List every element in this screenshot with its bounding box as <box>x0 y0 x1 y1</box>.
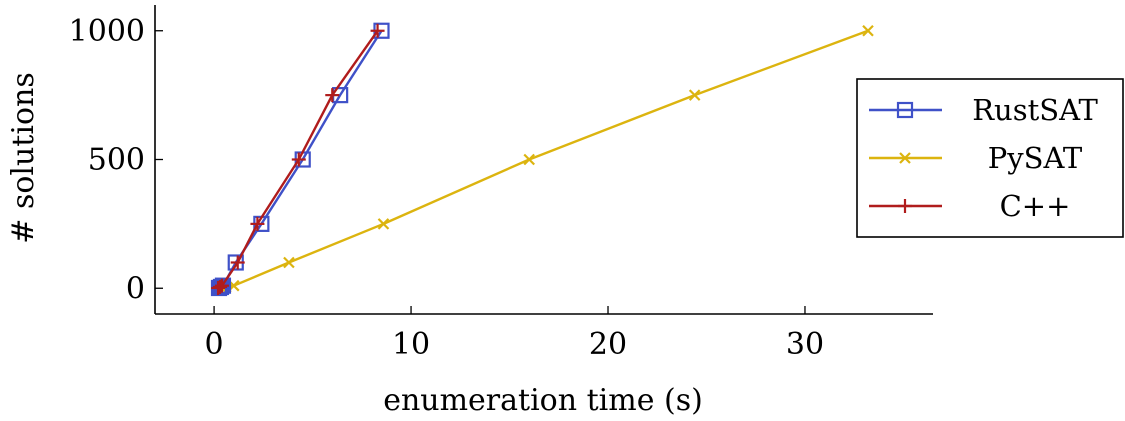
series-pysat <box>216 24 874 294</box>
data-point-pysat <box>862 24 874 37</box>
x-tick-label: 20 <box>589 327 627 362</box>
legend-entry-rustsat: RustSAT <box>869 93 1098 127</box>
x-tick-label: 10 <box>392 327 430 362</box>
data-point-c <box>212 279 227 294</box>
data-point-pysat <box>688 89 701 101</box>
data-point-pysat <box>523 153 536 166</box>
legend-marker <box>898 199 912 213</box>
legend-entry-c: C++ <box>869 189 1070 223</box>
data-point-c <box>214 278 229 293</box>
cross-stroke <box>377 218 390 230</box>
x-tick-label: 30 <box>786 327 824 362</box>
legend-marker <box>896 101 914 119</box>
y-tick-label: 1000 <box>69 14 145 49</box>
legend-label: PySAT <box>988 141 1083 175</box>
ticks: 0 10 20 30 0 500 1000 <box>69 14 824 362</box>
cross-stroke <box>688 89 701 101</box>
x-tick-label: 0 <box>205 327 224 362</box>
series-c <box>211 23 385 295</box>
data-point-c <box>250 216 265 231</box>
series-line-pysat <box>221 29 869 290</box>
y-axis-label: # solutions <box>6 72 41 243</box>
legend: RustSAT PySAT C++ <box>856 78 1124 238</box>
data-point-pysat <box>377 218 390 230</box>
x-axis-label: enumeration time (s) <box>383 383 703 418</box>
cross-stroke <box>899 152 911 164</box>
series-layer <box>210 22 874 297</box>
data-point-pysat <box>283 256 295 269</box>
legend-label: RustSAT <box>972 93 1098 127</box>
cross-stroke <box>862 24 874 37</box>
data-point-c <box>325 88 340 103</box>
y-tick-label: 0 <box>126 271 145 306</box>
data-point-c <box>291 152 306 167</box>
legend-entry-pysat: PySAT <box>869 141 1083 175</box>
y-tick-label: 500 <box>88 143 145 178</box>
data-point-c <box>370 23 385 38</box>
cross-stroke <box>523 153 536 166</box>
legend-marker <box>899 152 911 164</box>
axes <box>154 5 933 315</box>
cross-stroke <box>283 256 295 269</box>
data-point-c <box>230 255 245 270</box>
legend-label: C++ <box>1000 189 1071 223</box>
